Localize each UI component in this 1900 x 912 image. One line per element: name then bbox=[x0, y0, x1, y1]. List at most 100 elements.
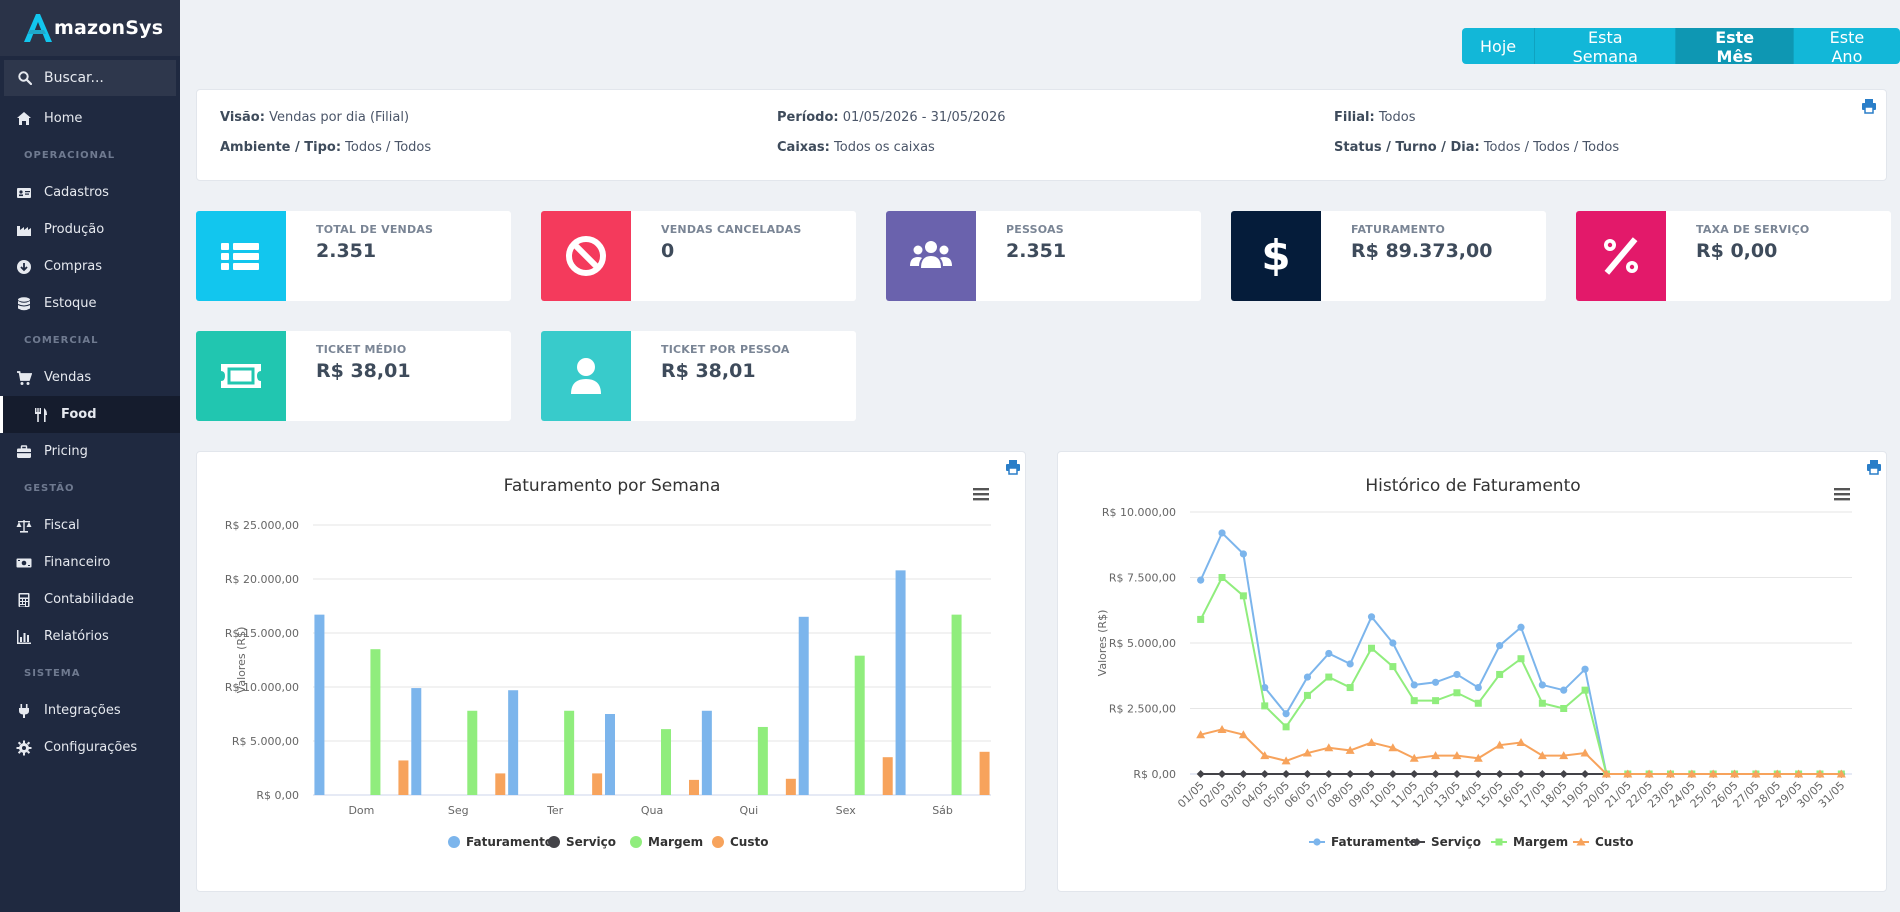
chart-menu-icon[interactable] bbox=[971, 485, 993, 503]
data-point bbox=[1538, 770, 1547, 778]
data-point bbox=[1238, 730, 1248, 739]
sidebar-item-estoque[interactable]: Estoque bbox=[0, 285, 180, 322]
nav-section-comercial: COMERCIAL bbox=[24, 335, 99, 346]
brand[interactable]: mazonSys bbox=[0, 0, 180, 56]
bar-margem[interactable] bbox=[467, 710, 478, 795]
sidebar-item-compras[interactable]: Compras bbox=[0, 248, 180, 285]
bar-custo[interactable] bbox=[592, 773, 603, 795]
data-point bbox=[1453, 670, 1461, 679]
legend-item-custo[interactable]: Custo bbox=[1573, 835, 1633, 849]
data-point bbox=[1453, 689, 1461, 697]
data-point bbox=[1239, 550, 1247, 558]
bar-margem[interactable] bbox=[661, 729, 671, 795]
data-point bbox=[1325, 649, 1333, 658]
legend-item-margem[interactable]: Margem bbox=[1491, 835, 1568, 849]
bar-margem[interactable] bbox=[370, 649, 381, 795]
data-point bbox=[1473, 753, 1483, 762]
bar-margem[interactable] bbox=[854, 655, 865, 795]
bar-faturamento[interactable] bbox=[605, 714, 615, 795]
filter-status-label: Status / Turno / Dia: bbox=[1334, 140, 1480, 155]
bar-custo[interactable] bbox=[882, 757, 893, 795]
sidebar-item-label: Produção bbox=[44, 222, 105, 237]
data-point bbox=[1687, 769, 1697, 778]
data-point bbox=[1218, 529, 1226, 537]
data-point bbox=[1708, 769, 1718, 778]
nav-section-sistema: SISTEMA bbox=[24, 668, 81, 679]
data-point bbox=[1368, 644, 1376, 652]
sidebar-item-integracoes[interactable]: Integrações bbox=[0, 692, 180, 729]
sidebar-item-fiscal[interactable]: Fiscal bbox=[0, 507, 180, 544]
legend-marker bbox=[1576, 837, 1586, 846]
sidebar-item-home[interactable]: Home bbox=[0, 100, 180, 137]
chart-menu-icon[interactable] bbox=[1832, 485, 1854, 503]
data-point bbox=[1346, 770, 1355, 778]
search-box bbox=[4, 60, 176, 96]
bar-custo[interactable] bbox=[979, 751, 990, 795]
period-hoje-button[interactable]: Hoje bbox=[1462, 28, 1536, 64]
sidebar-item-contabilidade[interactable]: Contabilidade bbox=[0, 581, 180, 618]
sidebar-item-relatorios[interactable]: Relatórios bbox=[0, 618, 180, 655]
data-point bbox=[1410, 770, 1419, 778]
filter-caixas-value: Todos os caixas bbox=[834, 140, 935, 155]
filter-ambiente: Ambiente / Tipo: Todos / Todos bbox=[220, 140, 431, 155]
bar-margem[interactable] bbox=[757, 726, 768, 795]
data-point bbox=[1452, 770, 1461, 778]
data-point bbox=[1367, 738, 1377, 747]
bar-custo[interactable] bbox=[689, 779, 699, 795]
sidebar-item-producao[interactable]: Produção bbox=[0, 211, 180, 248]
bar-faturamento[interactable] bbox=[508, 690, 519, 795]
series-line bbox=[1199, 531, 1842, 775]
legend-item-custo[interactable]: Custo bbox=[712, 835, 768, 849]
sidebar-item-food[interactable]: Food bbox=[0, 396, 180, 433]
data-point bbox=[1538, 699, 1546, 707]
sidebar-item-financeiro[interactable]: Financeiro bbox=[0, 544, 180, 581]
cart-icon bbox=[14, 370, 34, 386]
print-icon[interactable] bbox=[1006, 460, 1020, 475]
sidebar-item-pricing[interactable]: Pricing bbox=[0, 433, 180, 470]
period-esta-semana-button[interactable]: Esta Semana bbox=[1535, 28, 1677, 64]
bar-faturamento[interactable] bbox=[314, 614, 325, 795]
y-tick-label: R$ 25.000,00 bbox=[225, 519, 299, 532]
legend-item-servico[interactable]: Serviço bbox=[1409, 835, 1481, 849]
legend-marker bbox=[548, 836, 560, 848]
data-point bbox=[1303, 673, 1312, 681]
legend-item-faturamento[interactable]: Faturamento bbox=[448, 835, 553, 849]
bar-faturamento[interactable] bbox=[411, 688, 422, 795]
period-este-mes-button[interactable]: Este Mês bbox=[1676, 28, 1794, 64]
legend-label: Margem bbox=[648, 835, 703, 849]
data-point bbox=[1196, 730, 1206, 739]
bar-margem[interactable] bbox=[951, 614, 962, 795]
print-icon[interactable] bbox=[1867, 460, 1881, 475]
bar-custo[interactable] bbox=[398, 760, 409, 795]
svg-text:$: $ bbox=[1261, 232, 1290, 280]
data-point bbox=[1623, 769, 1633, 778]
series-margem[interactable] bbox=[1197, 574, 1845, 778]
legend-item-servico[interactable]: Serviço bbox=[548, 835, 616, 849]
filter-periodo: Período: 01/05/2026 - 31/05/2026 bbox=[777, 110, 1006, 125]
bar-margem[interactable] bbox=[564, 710, 575, 795]
data-point bbox=[1388, 770, 1397, 778]
bar-chart-icon bbox=[14, 629, 34, 645]
bar-faturamento[interactable] bbox=[895, 570, 906, 795]
data-point bbox=[1239, 770, 1248, 778]
period-este-ano-button[interactable]: Este Ano bbox=[1793, 28, 1900, 64]
stat-label: TOTAL DE VENDAS bbox=[316, 223, 434, 236]
data-point bbox=[1388, 743, 1398, 752]
bar-custo[interactable] bbox=[785, 778, 796, 795]
legend-item-faturamento[interactable]: Faturamento bbox=[1309, 835, 1418, 849]
search-input[interactable] bbox=[44, 70, 174, 86]
data-point bbox=[1197, 615, 1205, 623]
sidebar-item-cadastros[interactable]: Cadastros bbox=[0, 174, 180, 211]
sidebar-item-vendas[interactable]: Vendas bbox=[0, 359, 180, 396]
legend-label: Custo bbox=[1595, 835, 1633, 849]
data-point bbox=[1218, 770, 1227, 778]
sidebar-item-configuracoes[interactable]: Configurações bbox=[0, 729, 180, 766]
bar-custo[interactable] bbox=[495, 773, 506, 795]
bar-faturamento[interactable] bbox=[798, 616, 809, 795]
legend-item-margem[interactable]: Margem bbox=[630, 835, 703, 849]
print-icon[interactable] bbox=[1861, 98, 1877, 114]
x-tick-label: Sáb bbox=[932, 804, 953, 817]
data-point bbox=[1196, 770, 1205, 778]
bar-faturamento[interactable] bbox=[701, 710, 712, 795]
series-custo[interactable] bbox=[1196, 724, 1846, 778]
